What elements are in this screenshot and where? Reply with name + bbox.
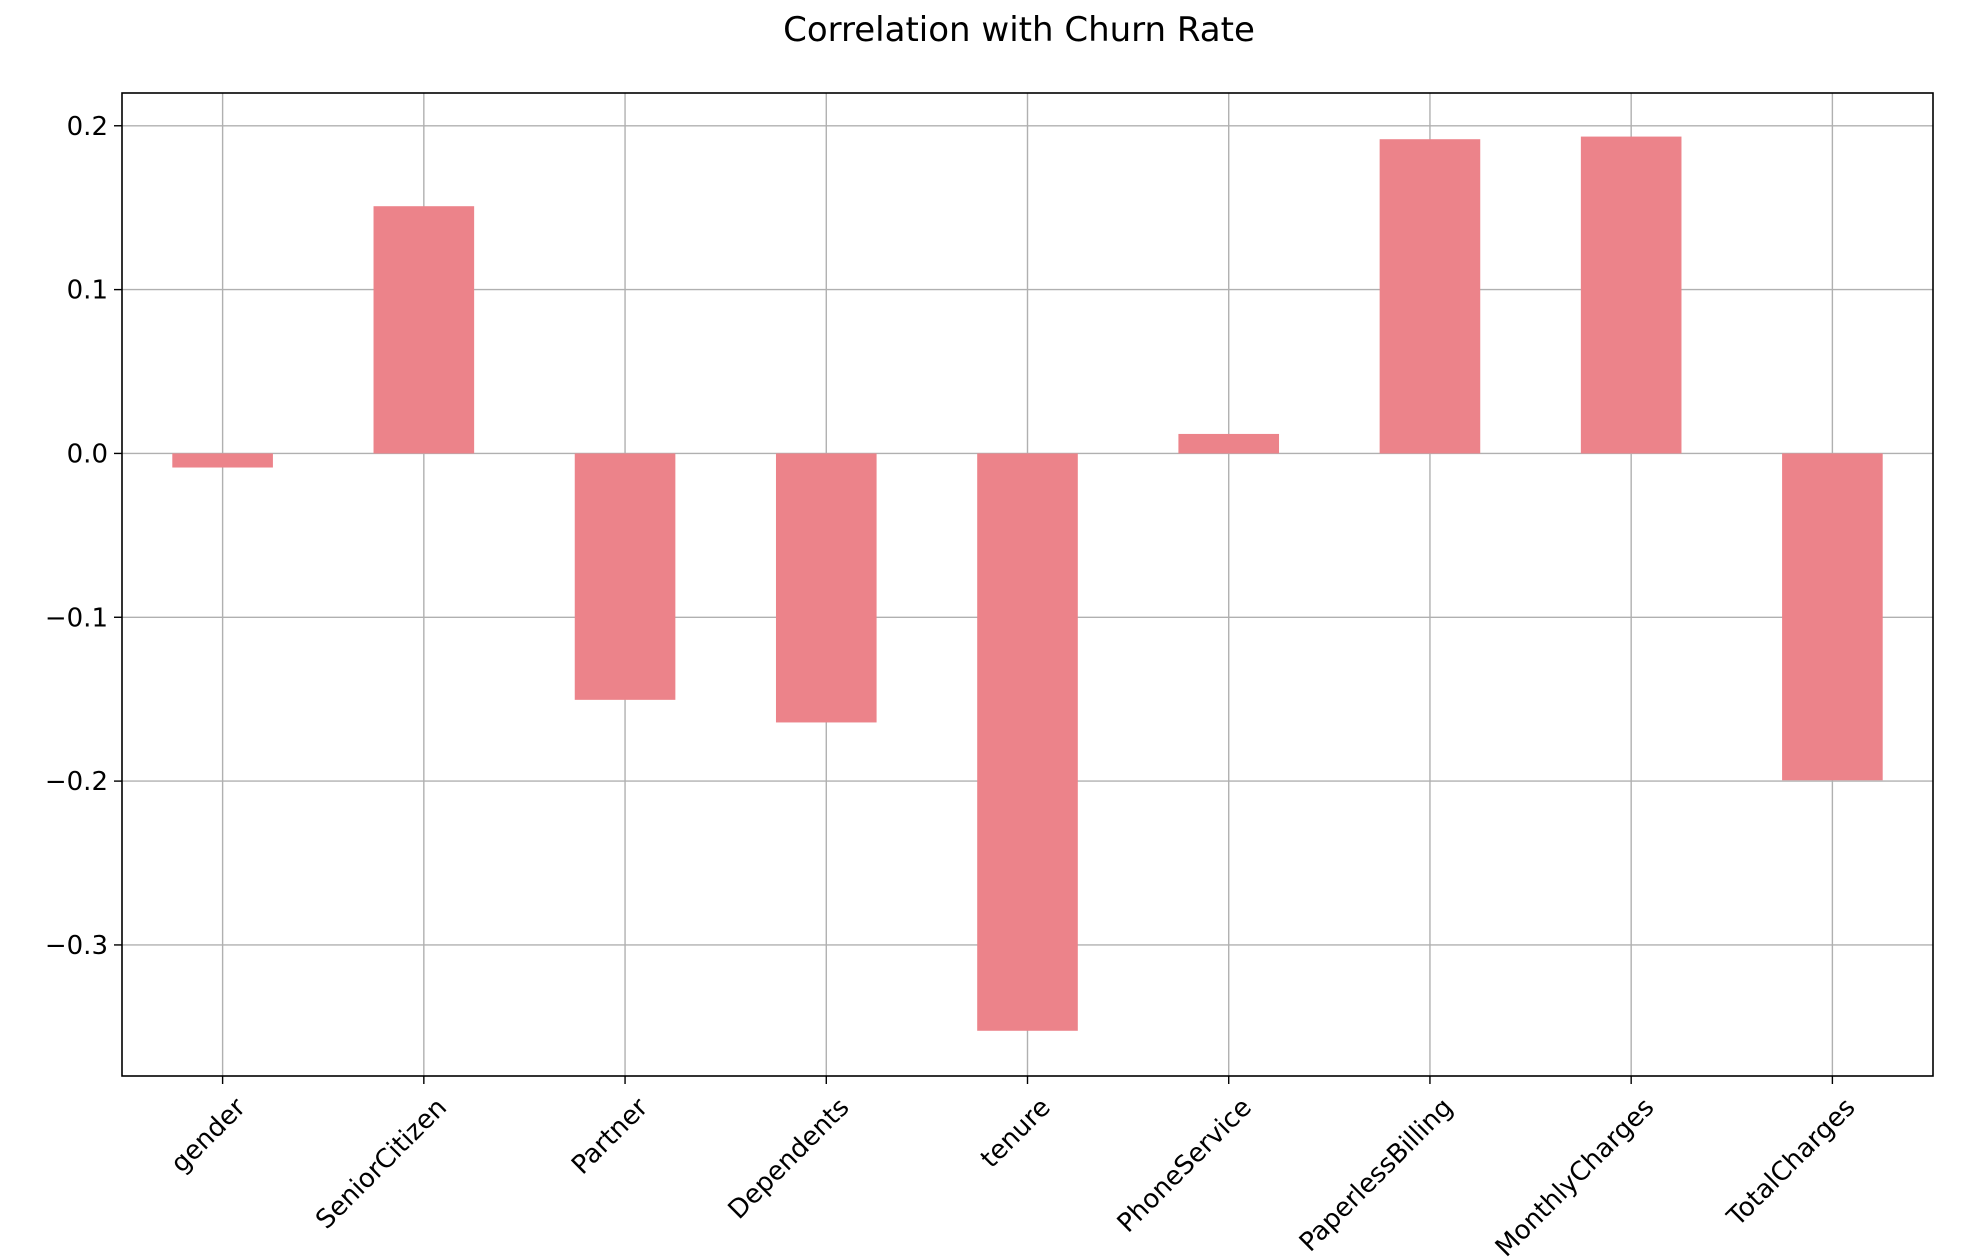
bar-gender bbox=[172, 453, 273, 468]
y-tick-label: 0.0 bbox=[67, 439, 108, 469]
x-tick-label: tenure bbox=[975, 1093, 1057, 1175]
bar-monthlycharges bbox=[1580, 136, 1682, 454]
y-axis: 0.2 0.1 0.0 −0.1 −0.2 −0.3 bbox=[45, 112, 122, 961]
x-axis: gender SeniorCitizen Partner Dependents tenu… bbox=[165, 1076, 1861, 1258]
y-tick-label: −0.3 bbox=[45, 931, 108, 961]
y-tick-label: 0.1 bbox=[67, 276, 108, 306]
x-tick-label: Partner bbox=[566, 1092, 654, 1180]
bar-phoneservice bbox=[1178, 433, 1280, 454]
x-tick-label: SeniorCitizen bbox=[310, 1093, 453, 1236]
bar-tenure bbox=[977, 453, 1078, 1031]
bars bbox=[172, 136, 1883, 1031]
x-tick-label: gender bbox=[165, 1092, 252, 1179]
x-tick-label: PhoneService bbox=[1112, 1093, 1258, 1239]
chart-title: Correlation with Churn Rate bbox=[783, 10, 1255, 50]
x-tick-label: Dependents bbox=[723, 1093, 856, 1226]
plot-frame bbox=[121, 92, 1934, 1077]
bar-partner bbox=[574, 453, 676, 700]
x-tick-label: MonthlyCharges bbox=[1490, 1093, 1660, 1258]
y-tick-label: −0.2 bbox=[45, 767, 108, 797]
bar-totalcharges bbox=[1782, 453, 1883, 781]
bar-paperlessbilling bbox=[1379, 139, 1481, 454]
bar-seniorcitizen bbox=[373, 206, 475, 454]
x-tick-label: TotalCharges bbox=[1721, 1093, 1861, 1233]
bar-dependents bbox=[775, 453, 877, 723]
y-tick-label: −0.1 bbox=[45, 603, 108, 633]
x-tick-label: PaperlessBilling bbox=[1294, 1093, 1459, 1258]
y-tick-label: 0.2 bbox=[67, 112, 108, 142]
